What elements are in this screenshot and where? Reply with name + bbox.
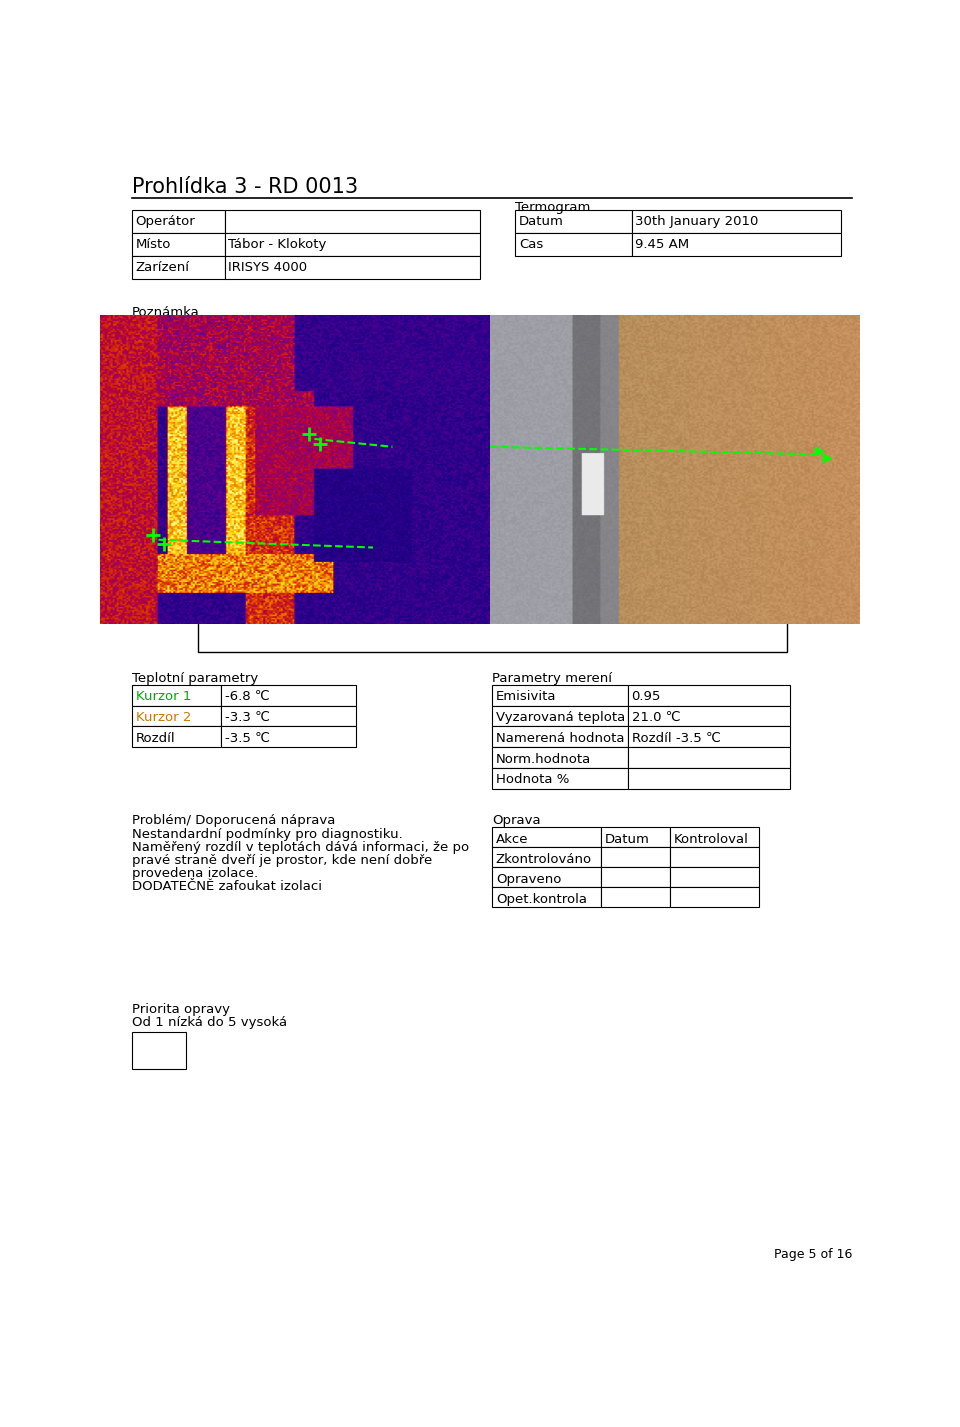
Bar [132,1032,186,1069]
Text: Vyzarovaná teplota: Vyzarovaná teplota [496,711,625,723]
Bar [198,414,786,652]
Text: -3.5 ℃: -3.5 ℃ [225,732,270,745]
Text: provedena izolace.: provedena izolace. [132,868,257,880]
Text: Norm.hodnota: Norm.hodnota [496,752,591,766]
Text: Poznámka: Poznámka [132,305,200,320]
Text: Kontroloval: Kontroloval [674,833,749,846]
Bar [492,768,628,789]
Bar [492,726,628,748]
Bar [632,210,841,233]
Text: Emisivita: Emisivita [496,691,557,704]
Bar [492,705,628,726]
Text: Prohlídka 3 - RD 0013: Prohlídka 3 - RD 0013 [132,177,358,197]
Text: Datum: Datum [605,833,649,846]
Text: Page 5 of 16: Page 5 of 16 [774,1247,852,1261]
Text: Opraveno: Opraveno [496,873,562,886]
Bar [492,888,601,908]
Text: Termogram: Termogram [516,201,590,214]
Text: Priorita opravy: Priorita opravy [132,1003,229,1016]
Bar [492,828,601,848]
Bar [221,705,356,726]
Bar [628,748,790,768]
Text: Zarízení: Zarízení [135,261,189,274]
Text: Teplotní parametry: Teplotní parametry [132,672,258,685]
Bar [132,318,852,391]
Text: Cas: Cas [519,238,543,251]
Text: Problém/ Doporucená náprava: Problém/ Doporucená náprava [132,815,335,828]
Bar [628,768,790,789]
Text: Naměřený rozdíl v teplotách dává informaci, že po: Naměřený rozdíl v teplotách dává informa… [132,841,468,855]
Bar [492,748,628,768]
Bar [601,868,670,888]
Bar [670,828,759,848]
Bar [601,888,670,908]
Bar [225,233,480,255]
Bar [516,233,632,255]
Bar [132,705,221,726]
Bar [516,210,632,233]
Bar [132,726,221,748]
Text: Kurzor 1: Kurzor 1 [135,691,191,704]
Text: Opet.kontrola: Opet.kontrola [496,893,587,906]
Bar [221,726,356,748]
Text: Akce: Akce [496,833,528,846]
Text: pravé straně dveří je prostor, kde není dobře: pravé straně dveří je prostor, kde není … [132,855,432,868]
Bar [601,828,670,848]
Bar [492,848,601,868]
Text: Kurzor 2: Kurzor 2 [135,711,191,723]
Text: Nestandardní podmínky pro diagnostiku.: Nestandardní podmínky pro diagnostiku. [132,828,402,841]
Text: DODATEČNĚ zafoukat izolaci: DODATEČNĚ zafoukat izolaci [132,880,322,893]
Bar [628,726,790,748]
Text: Operátor: Operátor [135,215,195,228]
Bar [132,255,225,280]
Bar [225,255,480,280]
Bar [670,868,759,888]
Text: Viditelný snímek: Viditelný snímek [562,398,673,411]
Bar [628,705,790,726]
Text: Na obrázku je termografický snímek obvodového pláště budovy s děvam body měření : Na obrázku je termografický snímek obvod… [135,325,847,368]
Text: IRISYS 4000: IRISYS 4000 [228,261,307,274]
Bar [132,233,225,255]
Text: Zkontrolováno: Zkontrolováno [496,853,592,866]
Text: Termogram: Termogram [202,398,276,411]
Bar [225,210,480,233]
Text: Oprava: Oprava [492,815,540,828]
Text: Tábor - Klokoty: Tábor - Klokoty [228,238,326,251]
Text: Datum: Datum [519,215,564,228]
Text: Namerená hodnota: Namerená hodnota [496,732,624,745]
Text: Rozdíl: Rozdíl [135,732,175,745]
Text: Parametry merení: Parametry merení [492,672,612,685]
Bar [492,868,601,888]
Bar [492,685,628,705]
Text: Rozdíl -3.5 ℃: Rozdíl -3.5 ℃ [632,732,720,745]
Text: Od 1 nízká do 5 vysoká: Od 1 nízká do 5 vysoká [132,1016,287,1029]
Bar [632,233,841,255]
Text: -3.3 ℃: -3.3 ℃ [225,711,270,723]
Bar [670,888,759,908]
Text: 30th January 2010: 30th January 2010 [636,215,758,228]
Bar [628,685,790,705]
Bar [132,685,221,705]
Text: Místo: Místo [135,238,171,251]
Bar [601,848,670,868]
Text: 9.45 AM: 9.45 AM [636,238,689,251]
Text: Hodnota %: Hodnota % [496,773,569,786]
Text: 0.95: 0.95 [632,691,660,704]
Bar [670,848,759,868]
Bar [221,685,356,705]
Text: -6.8 ℃: -6.8 ℃ [225,691,270,704]
Bar [132,210,225,233]
Text: 21.0 ℃: 21.0 ℃ [632,711,680,723]
